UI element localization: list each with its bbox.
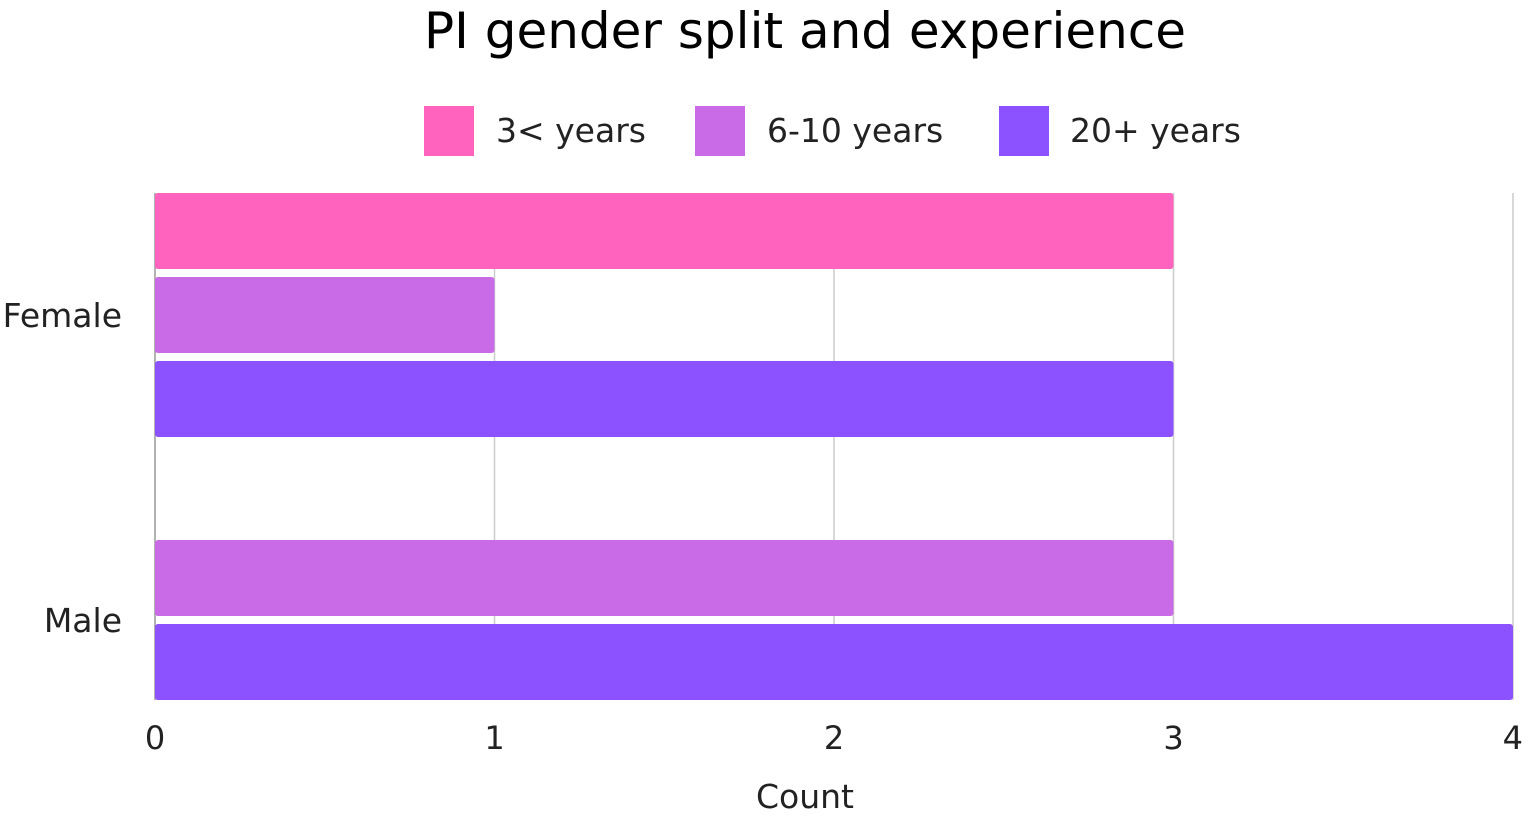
category-label-male: Male (44, 601, 122, 640)
x-tick-label-0: 0 (145, 719, 165, 757)
legend-label-3-years: 3< years (496, 111, 646, 150)
category-labels: Female Male (3, 296, 122, 640)
legend-label-20-years: 20+ years (1070, 111, 1241, 150)
category-label-female: Female (3, 296, 122, 335)
legend-swatch-3-years (424, 106, 474, 156)
bar-female-20-years (155, 361, 1174, 437)
legend: 3< years 6-10 years 20+ years (424, 106, 1241, 156)
x-axis-ticks: 0 1 2 3 4 (145, 719, 1523, 757)
x-tick-label-4: 4 (1503, 719, 1523, 757)
gridlines (154, 193, 1514, 700)
x-axis-title: Count (756, 777, 854, 816)
legend-swatch-20-years (999, 106, 1049, 156)
legend-swatch-6-10-years (695, 106, 745, 156)
bar-male-20-years (155, 624, 1513, 700)
chart-title: PI gender split and experience (424, 2, 1186, 60)
legend-label-6-10-years: 6-10 years (767, 111, 943, 150)
bars (155, 193, 1513, 700)
bar-male-6-10-years (155, 540, 1174, 616)
x-tick-label-2: 2 (824, 719, 844, 757)
x-tick-label-1: 1 (484, 719, 504, 757)
x-tick-label-3: 3 (1163, 719, 1183, 757)
bar-female-6-10-years (155, 277, 495, 353)
bar-female-3-years (155, 193, 1174, 269)
